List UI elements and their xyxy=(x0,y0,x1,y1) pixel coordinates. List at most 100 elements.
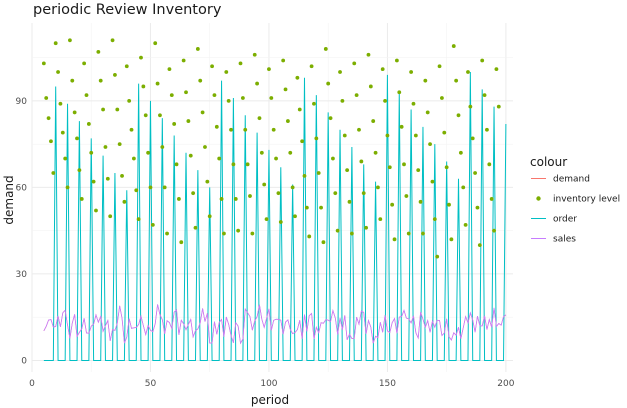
inventory-point xyxy=(181,58,186,63)
inventory-point xyxy=(127,98,132,103)
inventory-point xyxy=(444,165,449,170)
inventory-point xyxy=(53,41,58,46)
inventory-point xyxy=(115,107,120,112)
inventory-point xyxy=(435,254,440,259)
inventory-point xyxy=(236,228,241,233)
inventory-point xyxy=(226,98,231,103)
inventory-point xyxy=(406,231,411,236)
inventory-point xyxy=(248,194,252,198)
inventory-point xyxy=(174,162,179,167)
inventory-point xyxy=(193,225,198,230)
inventory-point xyxy=(259,150,264,155)
legend: colour demand inventory level order sales xyxy=(530,155,620,247)
inventory-point xyxy=(224,70,229,74)
inventory-point xyxy=(70,78,75,83)
inventory-point xyxy=(179,240,184,245)
inventory-point xyxy=(278,220,283,224)
inventory-point xyxy=(131,156,136,161)
inventory-point xyxy=(451,44,456,48)
inventory-point xyxy=(487,162,492,167)
inventory-point xyxy=(492,228,496,233)
inventory-point xyxy=(167,67,172,72)
inventory-point xyxy=(160,145,165,149)
inventory-point xyxy=(397,90,402,95)
inventory-point xyxy=(447,202,451,207)
inventory-point xyxy=(368,84,373,89)
inventory-point xyxy=(489,197,494,201)
inventory-point xyxy=(283,87,288,92)
inventory-point xyxy=(200,110,205,115)
inventory-point xyxy=(72,110,77,115)
inventory-point xyxy=(482,93,487,98)
inventory-point xyxy=(404,194,409,198)
inventory-point xyxy=(342,133,347,138)
inventory-point xyxy=(456,113,461,118)
x-tick-label: 150 xyxy=(379,379,396,389)
inventory-point xyxy=(338,70,342,74)
inventory-point xyxy=(56,70,60,74)
y-tick-label: 30 xyxy=(16,270,28,280)
inventory-point xyxy=(46,116,51,121)
inventory-point xyxy=(195,47,200,51)
inventory-point xyxy=(349,231,354,236)
inventory-point xyxy=(231,162,236,167)
inventory-point xyxy=(359,159,364,164)
inventory-point xyxy=(480,58,485,63)
inventory-point xyxy=(387,165,392,170)
series-line-order xyxy=(43,72,507,361)
inventory-point xyxy=(458,150,463,155)
inventory-point xyxy=(158,113,162,118)
inventory-point xyxy=(340,98,345,103)
legend-label: order xyxy=(553,215,577,225)
inventory-point xyxy=(212,93,217,98)
inventory-point xyxy=(328,116,333,121)
inventory-point xyxy=(103,145,108,149)
inventory-point xyxy=(335,228,340,233)
inventory-point xyxy=(153,41,158,46)
inventory-point xyxy=(347,199,352,204)
x-axis-title: period xyxy=(251,393,289,407)
inventory-point xyxy=(243,127,248,132)
inventory-point xyxy=(314,136,319,141)
inventory-point xyxy=(44,96,49,100)
legend-key-inventory-level xyxy=(536,196,541,201)
inventory-point xyxy=(191,191,196,196)
inventory-point xyxy=(383,98,387,103)
inventory-point xyxy=(172,122,177,126)
inventory-point xyxy=(352,61,357,66)
inventory-point xyxy=(141,84,146,89)
inventory-point xyxy=(267,67,271,72)
inventory-point xyxy=(399,124,404,129)
inventory-point xyxy=(357,127,361,132)
x-tick-label: 0 xyxy=(29,379,35,389)
inventory-point xyxy=(108,214,113,219)
inventory-point xyxy=(477,243,482,247)
y-tick-label: 60 xyxy=(16,183,28,193)
inventory-point xyxy=(385,133,390,138)
inventory-point xyxy=(210,64,214,69)
inventory-point xyxy=(432,217,437,222)
inventory-point xyxy=(86,122,91,126)
inventory-point xyxy=(139,55,143,60)
inventory-point xyxy=(300,139,305,144)
inventory-point xyxy=(134,188,139,193)
inventory-point xyxy=(309,64,314,69)
y-tick-label: 0 xyxy=(21,356,27,366)
inventory-point xyxy=(94,208,98,213)
inventory-point xyxy=(96,49,101,54)
inventory-point xyxy=(307,234,312,239)
inventory-point xyxy=(117,142,122,147)
y-axis-ticks: 0 30 60 90 xyxy=(16,97,28,367)
inventory-point xyxy=(304,205,309,210)
inventory-point xyxy=(312,101,316,106)
inventory-point xyxy=(440,96,444,100)
inventory-point xyxy=(271,127,276,132)
inventory-point xyxy=(110,38,115,43)
inventory-point xyxy=(188,153,193,158)
inventory-point xyxy=(295,75,300,80)
legend-label: inventory level xyxy=(553,195,620,205)
inventory-point xyxy=(51,171,56,175)
inventory-point xyxy=(264,217,269,222)
inventory-point xyxy=(297,107,302,112)
